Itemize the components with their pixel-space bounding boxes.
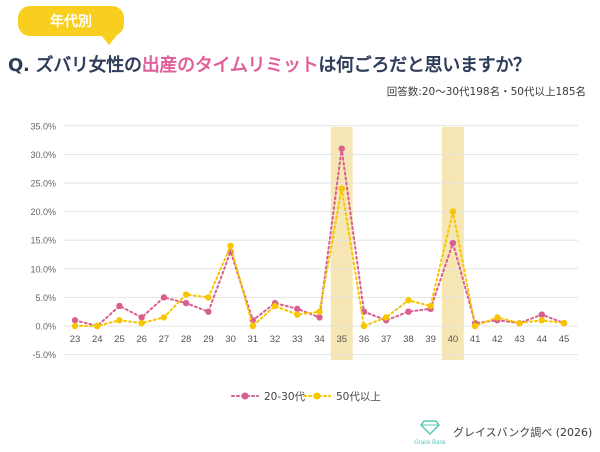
- legend-marker-1: [241, 392, 249, 400]
- data-point: [494, 314, 501, 321]
- data-point: [116, 317, 123, 324]
- x-tick-label: 41: [470, 334, 481, 345]
- data-point: [338, 185, 345, 192]
- grace-bank-logo: Grace Bank: [408, 418, 452, 452]
- question-prefix: Q. ズバリ女性の: [8, 55, 142, 76]
- question-suffix: は何ごろだと思いますか？: [318, 55, 531, 76]
- x-tick-label: 38: [403, 334, 414, 345]
- x-tick-label: 32: [270, 334, 281, 345]
- x-tick-label: 27: [159, 334, 170, 345]
- x-tick-label: 30: [225, 334, 236, 345]
- sample-size-note: 回答数:20〜30代198名・50代以上185名: [386, 86, 586, 98]
- data-point: [205, 308, 212, 315]
- x-tick-label: 31: [248, 334, 259, 345]
- data-point: [316, 308, 323, 315]
- x-tick-label: 33: [292, 334, 303, 345]
- data-point: [294, 311, 301, 318]
- data-point: [160, 314, 168, 321]
- x-tick-label: 23: [70, 334, 81, 345]
- legend-marker-2: [313, 392, 321, 400]
- data-point: [405, 308, 412, 315]
- data-point: [71, 322, 79, 330]
- data-point: [271, 302, 279, 310]
- data-point: [160, 294, 168, 301]
- data-point: [560, 319, 568, 327]
- y-tick-label: 20.0%: [30, 207, 56, 217]
- data-point: [138, 314, 145, 321]
- highlight-band-35: [330, 127, 353, 360]
- category-tag: 年代別: [18, 6, 124, 45]
- data-point: [205, 294, 212, 301]
- x-tick-label: 24: [92, 334, 103, 345]
- x-tick-label: 28: [181, 334, 192, 345]
- y-tick-label: 30.0%: [30, 150, 56, 160]
- x-tick-label: 37: [381, 334, 392, 345]
- legend-label-2: 50代以上: [336, 391, 381, 403]
- data-point: [449, 239, 457, 247]
- y-tick-label: 35.0%: [30, 121, 56, 131]
- diamond-icon: [420, 420, 440, 436]
- data-point: [405, 297, 412, 304]
- question-title: Q. ズバリ女性の出産のタイムリミットは何ごろだと思いますか？: [8, 51, 600, 77]
- data-point: [449, 208, 457, 215]
- x-tick-label: 26: [136, 334, 147, 345]
- x-tick-label: 43: [514, 334, 525, 345]
- series-line-2: [74, 188, 565, 328]
- data-point: [338, 145, 345, 152]
- data-point: [538, 311, 545, 318]
- x-tick-label: 42: [492, 334, 503, 345]
- x-tick-label: 36: [359, 334, 370, 345]
- x-tick-label: 35: [336, 334, 347, 345]
- data-point: [538, 317, 545, 324]
- logo-text: Grace Bank: [414, 440, 447, 446]
- data-point: [138, 319, 145, 327]
- y-tick-label: 10.0%: [30, 264, 56, 274]
- series-line-1: [74, 148, 565, 328]
- y-tick-label: 15.0%: [30, 236, 56, 246]
- data-point: [471, 322, 479, 330]
- data-point: [360, 322, 368, 330]
- data-point: [427, 302, 434, 310]
- x-tick-label: 44: [536, 334, 547, 345]
- x-tick-label: 29: [203, 334, 214, 345]
- x-tick-label: 45: [559, 334, 570, 345]
- data-point: [94, 322, 101, 330]
- data-point: [182, 299, 190, 307]
- source-credit: グレイスバンク調べ (2026): [453, 426, 593, 439]
- data-point: [182, 291, 190, 298]
- y-tick-label: -5.0%: [32, 350, 56, 360]
- data-point: [294, 305, 301, 313]
- data-point: [116, 302, 123, 310]
- y-tick-label: 25.0%: [30, 179, 56, 189]
- x-tick-label: 25: [114, 334, 125, 345]
- x-tick-label: 40: [448, 334, 459, 345]
- data-point: [516, 319, 523, 327]
- data-point: [227, 242, 234, 250]
- y-tick-label: 5.0%: [35, 293, 56, 303]
- question-highlight: 出産のタイムリミット: [141, 55, 319, 76]
- category-tag-label: 年代別: [50, 14, 92, 30]
- legend-label-1: 20-30代: [264, 391, 306, 403]
- data-point: [316, 314, 323, 321]
- x-tick-label: 39: [425, 334, 436, 345]
- data-point: [71, 317, 79, 324]
- data-point: [249, 322, 257, 330]
- x-tick-label: 34: [314, 334, 325, 345]
- data-point: [382, 314, 390, 321]
- y-tick-label: 0.0%: [35, 322, 56, 332]
